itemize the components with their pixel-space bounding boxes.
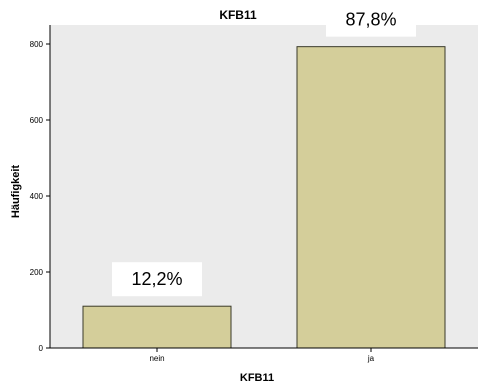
- data-label-boxes: 12,2% 87,8%: [112, 2, 416, 297]
- y-tick-label: 800: [30, 40, 44, 49]
- x-tick-label-nein: nein: [149, 354, 164, 363]
- bar-nein: [82, 305, 232, 349]
- y-tick-label: 200: [30, 268, 44, 277]
- data-label-ja: 87,8%: [345, 10, 396, 30]
- x-tick-label-ja: ja: [367, 354, 375, 363]
- y-axis-ticks: 0 200 400 600 800: [30, 40, 50, 353]
- x-axis-ticks: nein ja: [149, 348, 375, 363]
- y-tick-label: 600: [30, 116, 44, 125]
- data-label-box: [326, 2, 416, 37]
- data-label-box: [112, 262, 202, 297]
- y-tick-label: 0: [39, 344, 44, 353]
- y-axis-title: Häufigkeit: [10, 165, 22, 219]
- bar-ja: [296, 46, 446, 349]
- data-label-nein: 12,2%: [131, 269, 182, 289]
- chart-title: KFB11: [219, 8, 257, 22]
- bars-group: [82, 46, 446, 349]
- y-tick-label: 400: [30, 192, 44, 201]
- x-axis-title: KFB11: [240, 372, 274, 384]
